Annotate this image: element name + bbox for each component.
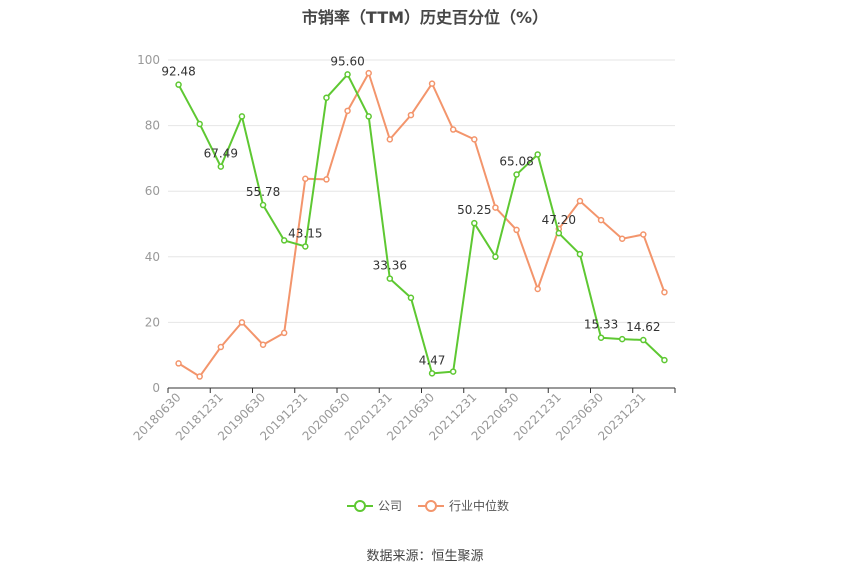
- company-point: [302, 243, 309, 250]
- company-point: [513, 171, 520, 178]
- industry-point: [217, 343, 225, 351]
- company-point: [365, 113, 372, 120]
- industry-point: [513, 226, 520, 234]
- chart-title: 市销率（TTM）历史百分位（%）: [301, 8, 549, 27]
- industry-point: [302, 175, 309, 182]
- company-point: [449, 368, 457, 375]
- industry-point: [196, 373, 203, 380]
- legend: 公司 行业中位数: [347, 497, 525, 514]
- data-label: 92.48: [161, 65, 195, 79]
- company-point: [492, 253, 499, 261]
- data-label: 47.20: [542, 213, 576, 227]
- industry-point: [534, 285, 541, 293]
- industry-point: [238, 319, 246, 326]
- legend-industry-icon: [418, 499, 445, 513]
- y-tick-label: 100: [137, 53, 160, 67]
- industry-point: [471, 136, 478, 143]
- industry-point: [661, 288, 668, 296]
- industry-point: [175, 360, 182, 367]
- industry-point: [365, 69, 372, 77]
- company-point: [640, 336, 647, 344]
- data-label: 95.60: [330, 54, 364, 68]
- data-label: 14.62: [626, 320, 660, 334]
- company-point: [217, 163, 225, 170]
- industry-point: [344, 107, 351, 115]
- industry-line: [178, 72, 666, 378]
- legend-company-label: 公司: [378, 499, 403, 513]
- data-label: 33.36: [373, 259, 407, 273]
- legend-item-industry[interactable]: 行业中位数: [418, 497, 509, 514]
- industry-point: [492, 204, 499, 211]
- industry-point: [407, 111, 415, 119]
- industry-point: [640, 231, 647, 238]
- industry-point: [428, 80, 436, 87]
- y-tick-label: 80: [145, 119, 160, 133]
- data-label: 55.78: [246, 185, 280, 199]
- data-label: 43.15: [288, 226, 322, 240]
- company-point: [555, 229, 563, 237]
- industry-point: [597, 216, 605, 224]
- legend-item-company[interactable]: 公司: [347, 497, 402, 514]
- industry-point: [259, 341, 267, 348]
- company-point: [407, 294, 415, 302]
- company-point: [428, 370, 436, 377]
- y-tick-label: 0: [152, 381, 160, 395]
- company-point: [661, 356, 668, 364]
- industry-point: [576, 197, 584, 205]
- data-label: 67.49: [204, 147, 238, 161]
- company-point: [618, 335, 626, 343]
- company-point: [175, 81, 182, 88]
- company-point: [576, 250, 584, 258]
- industry-point: [618, 235, 626, 243]
- industry-point: [280, 329, 288, 337]
- company-point: [323, 94, 330, 101]
- data-label: 50.25: [457, 203, 491, 217]
- industry-point: [386, 136, 394, 143]
- data-label: 4.47: [419, 353, 446, 367]
- legend-industry-label: 行业中位数: [449, 499, 510, 513]
- company-point: [280, 237, 288, 244]
- data-label: 65.08: [499, 155, 533, 169]
- company-point: [238, 113, 246, 120]
- industry-point: [323, 176, 330, 183]
- y-tick-label: 40: [145, 250, 160, 264]
- company-point: [471, 219, 478, 227]
- industry-point: [449, 126, 457, 133]
- company-point: [534, 151, 541, 158]
- company-point: [597, 334, 605, 341]
- data-label: 15.33: [584, 318, 618, 332]
- y-tick-label: 20: [145, 315, 160, 329]
- company-line: [177, 73, 666, 375]
- company-point: [386, 275, 394, 282]
- company-point: [344, 71, 351, 78]
- company-point: [259, 201, 267, 209]
- y-tick-label: 60: [145, 184, 160, 198]
- legend-company-icon: [347, 499, 373, 513]
- data-source: 数据来源：恒生聚源: [366, 549, 484, 564]
- company-point: [196, 120, 203, 128]
